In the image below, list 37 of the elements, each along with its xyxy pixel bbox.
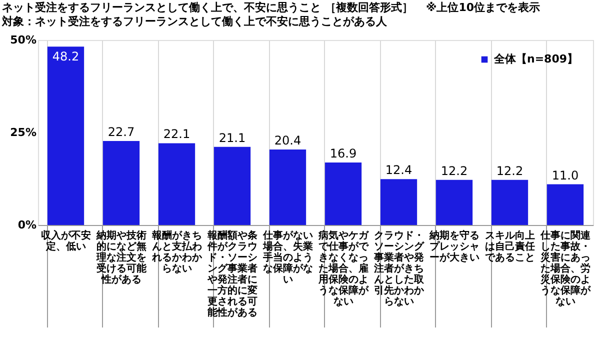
bar bbox=[214, 146, 251, 225]
data-label: 12.2 bbox=[440, 164, 468, 178]
bar bbox=[102, 141, 140, 225]
data-label: 12.4 bbox=[385, 163, 412, 178]
y-tick-label: 25% bbox=[10, 126, 36, 139]
bar bbox=[491, 180, 528, 225]
data-label: 11.0 bbox=[552, 168, 579, 182]
x-tick-label: 仕事に関連した事故・災害にあった場合、労災保険のような保障がない bbox=[539, 230, 592, 308]
chart-subtitle: 対象：ネット受注をするフリーランスとして働く上で不安に思うことがある人 bbox=[1, 15, 388, 28]
bar bbox=[158, 143, 196, 225]
x-tick-label: 報酬がきちんと支払われるかわからない bbox=[150, 230, 203, 274]
data-label: 22.7 bbox=[108, 125, 135, 140]
y-tick-label: 50% bbox=[10, 34, 36, 46]
bar bbox=[324, 162, 362, 225]
x-tick-label: スキル向上は自己責任であること bbox=[484, 230, 535, 264]
x-tick-label: 病気やケガで仕事ができなくなった場合、雇用保険のような保障がない bbox=[317, 230, 370, 308]
x-tick-label: 納期や技術的になど無理な注文を受ける可能性がある bbox=[95, 230, 148, 286]
bar bbox=[380, 179, 418, 225]
bar bbox=[436, 180, 473, 225]
data-label: 48.2 bbox=[52, 50, 80, 64]
data-label: 16.9 bbox=[330, 146, 357, 160]
x-tick-label: 仕事がない場合、失業手当のような保障がない bbox=[262, 230, 313, 286]
data-label: 12.2 bbox=[496, 164, 524, 178]
legend-label: 全体【n=809】 bbox=[493, 52, 578, 66]
x-tick-label: 報酬額や条件がクラウド・ソーシング事業者や発注者に一方的に変更される可能性がある bbox=[206, 230, 258, 318]
bar bbox=[546, 184, 584, 225]
y-tick-label: 0% bbox=[18, 218, 36, 232]
bar bbox=[269, 150, 306, 225]
data-label: 20.4 bbox=[274, 134, 302, 148]
chart-title: ネット受注をするフリーランスとして働く上で、不安に思うこと ［複数回答形式］ bbox=[2, 1, 413, 14]
x-tick-label: クラウド・ソーシング事業者や発注者がきちんとした取引先かわからない bbox=[372, 230, 425, 308]
x-tick-label: 納期を守るプレッシャーが大きい bbox=[428, 230, 480, 264]
bar bbox=[47, 46, 84, 225]
x-tick-label: 収入が不安定、低い bbox=[40, 230, 91, 252]
data-label: 22.1 bbox=[163, 127, 190, 142]
text: ※上位10位までを表示 bbox=[426, 1, 540, 14]
data-label: 21.1 bbox=[218, 130, 246, 145]
